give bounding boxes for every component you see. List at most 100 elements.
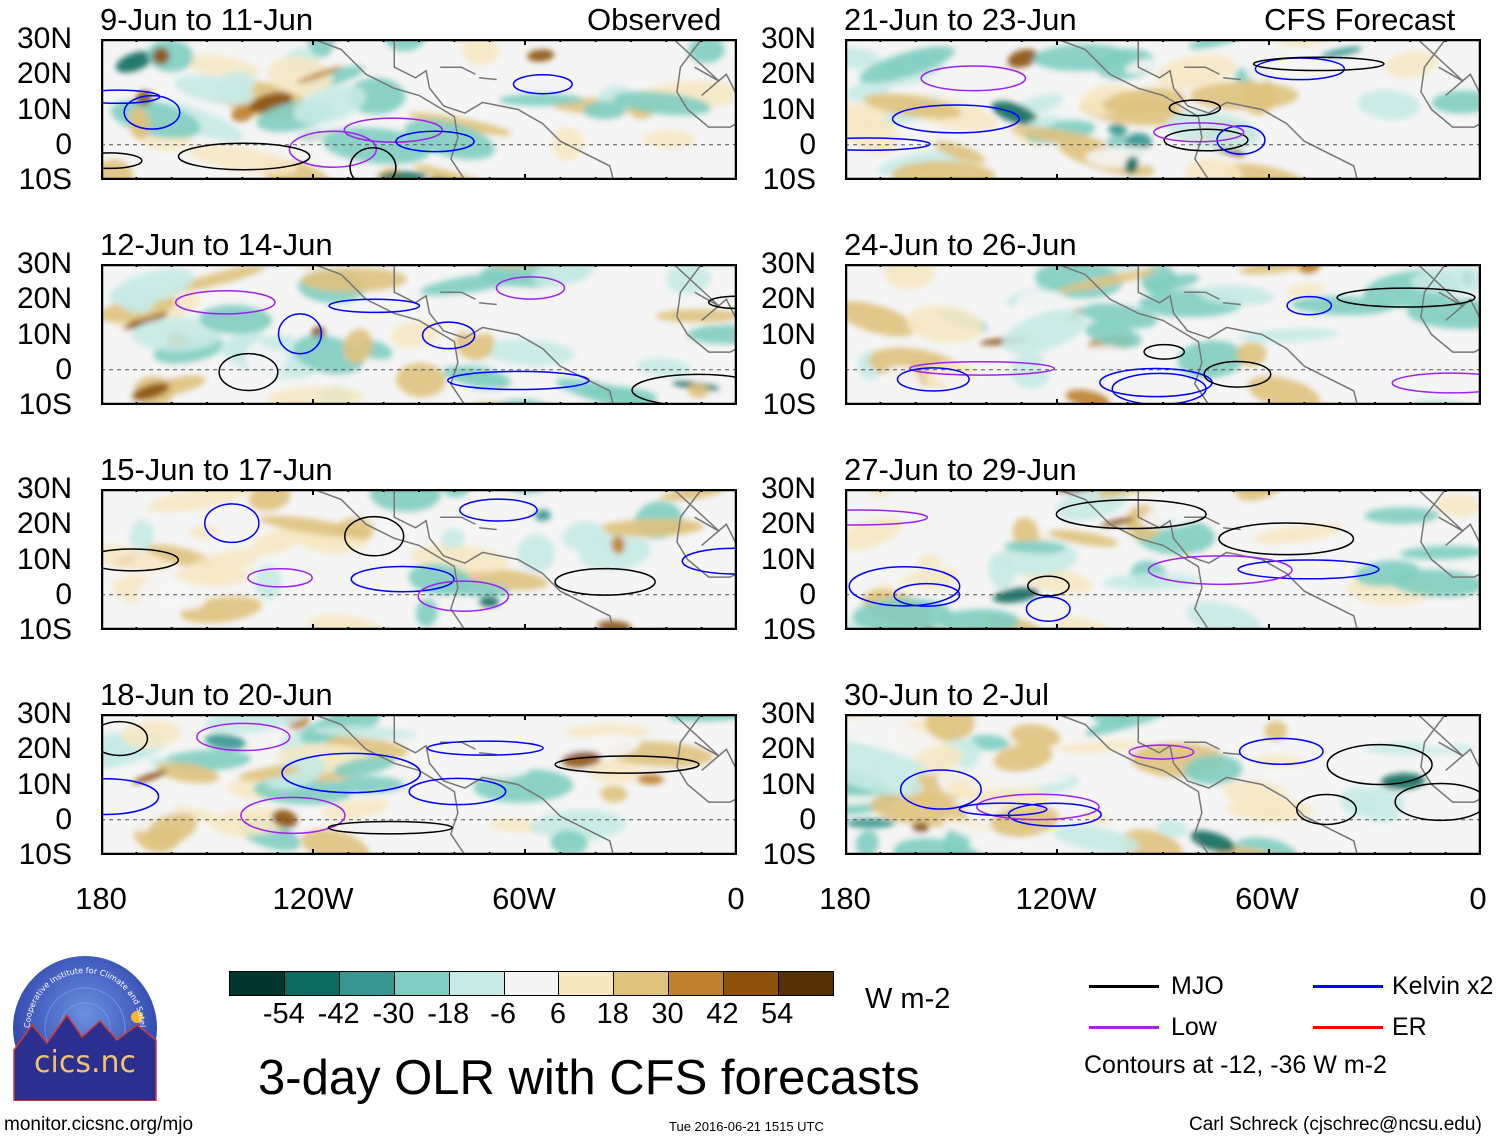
lat-label: 10S <box>18 613 72 646</box>
wave-contour <box>512 73 573 95</box>
olr-anomaly-region <box>343 328 373 364</box>
olr-anomaly-region <box>458 316 499 335</box>
olr-anomaly-region <box>370 489 441 512</box>
wave-contour <box>349 146 397 180</box>
olr-anomaly-region <box>993 743 1053 772</box>
olr-anomaly-region <box>1125 58 1156 74</box>
lat-label: 0 <box>799 127 816 161</box>
lat-label: 10N <box>760 542 816 576</box>
olr-anomaly-region <box>845 739 929 775</box>
olr-anomaly-region <box>1253 523 1344 544</box>
olr-anomaly-region <box>231 105 255 122</box>
olr-anomaly-region <box>600 785 628 803</box>
lat-label: 10S <box>762 388 816 421</box>
coastline <box>393 714 615 855</box>
lon-label: 60W <box>492 881 556 916</box>
wave-contour <box>343 117 444 143</box>
coastline <box>672 39 720 82</box>
colorbar-tick-label: 42 <box>706 998 739 1030</box>
coastline <box>1416 489 1464 532</box>
logo-text: cics.nc <box>34 1045 136 1080</box>
wave-contour <box>101 548 180 572</box>
coastline <box>676 264 737 353</box>
olr-anomaly-region <box>1357 89 1421 120</box>
coastline <box>672 264 720 307</box>
olr-anomaly-region <box>945 822 1050 855</box>
wave-contour <box>281 752 422 794</box>
olr-anomaly-region <box>169 264 269 293</box>
olr-anomaly-region <box>254 564 282 600</box>
wave-contour <box>247 568 313 588</box>
lat-label: 10S <box>18 388 72 421</box>
forecast-label: CFS Forecast <box>1264 2 1456 37</box>
panel-title: 15-Jun to 17-Jun <box>100 452 333 487</box>
main-title: 3-day OLR with CFS forecasts <box>258 1051 920 1105</box>
olr-map-panel <box>845 264 1481 405</box>
lat-label: 30N <box>16 472 72 505</box>
observed-label: Observed <box>587 2 722 37</box>
footer-url: monitor.cicsnc.org/mjo <box>4 1114 194 1135</box>
olr-anomaly-region <box>1124 156 1139 174</box>
olr-anomaly-region <box>412 164 516 180</box>
olr-anomaly-region <box>188 144 298 175</box>
coastline <box>676 489 737 578</box>
lat-label: 10S <box>762 838 816 871</box>
lat-label: 30N <box>760 697 816 730</box>
olr-map-panel <box>101 714 737 855</box>
coastline <box>1416 39 1464 82</box>
wave-contour <box>174 289 276 315</box>
olr-anomaly-region <box>332 756 395 777</box>
wave-contour <box>1128 744 1195 760</box>
wave-contour <box>327 820 453 835</box>
coastline <box>440 66 476 75</box>
olr-anomaly-region <box>1177 340 1245 379</box>
coastline <box>1137 39 1359 180</box>
lat-label: 10N <box>16 92 72 126</box>
olr-anomaly-region <box>911 822 929 833</box>
olr-anomaly-region <box>101 543 171 572</box>
olr-anomaly-region <box>156 762 220 784</box>
panel-title: 27-Jun to 29-Jun <box>844 452 1077 487</box>
coastline <box>701 523 737 546</box>
wave-contour <box>288 130 378 168</box>
colorbar-swatch <box>394 972 450 995</box>
colorbar-tick-label: 30 <box>651 998 684 1030</box>
coastline <box>1445 298 1481 321</box>
olr-anomaly-region <box>1291 296 1393 316</box>
olr-anomaly-region <box>1120 829 1184 855</box>
lat-label: 20N <box>16 507 72 541</box>
olr-anomaly-region <box>210 808 292 836</box>
olr-anomaly-region <box>527 49 555 62</box>
wave-contour <box>896 367 970 392</box>
lat-label: 0 <box>799 802 816 836</box>
wave-contour <box>395 130 475 153</box>
lat-label: 10N <box>16 542 72 576</box>
wave-contour <box>893 582 961 608</box>
coastline <box>312 39 466 180</box>
olr-anomaly-region <box>611 535 625 555</box>
olr-anomaly-region <box>479 596 500 608</box>
olr-anomaly-region <box>455 325 495 361</box>
wave-contour <box>218 352 279 392</box>
wave-contour <box>350 565 455 593</box>
olr-anomaly-region <box>129 519 154 552</box>
colorbar-swatch <box>230 972 285 995</box>
colorbar <box>229 971 834 996</box>
olr-anomaly-region <box>870 793 968 827</box>
lat-label: 0 <box>799 577 816 611</box>
lat-label: 0 <box>55 577 72 611</box>
olr-anomaly-region <box>335 776 405 794</box>
olr-anomaly-region <box>688 39 725 64</box>
olr-anomaly-region <box>1007 49 1038 68</box>
olr-anomaly-region <box>293 85 366 125</box>
olr-anomaly-region <box>845 755 923 796</box>
olr-anomaly-region <box>845 301 916 337</box>
wave-contour <box>1218 522 1355 556</box>
olr-anomaly-region <box>420 272 521 296</box>
olr-anomaly-region <box>1097 489 1156 498</box>
lat-label: 10N <box>16 767 72 801</box>
olr-anomaly-region <box>893 838 990 855</box>
olr-anomaly-region <box>845 818 896 829</box>
lat-label: 30N <box>16 247 72 280</box>
olr-anomaly-region <box>687 324 737 345</box>
